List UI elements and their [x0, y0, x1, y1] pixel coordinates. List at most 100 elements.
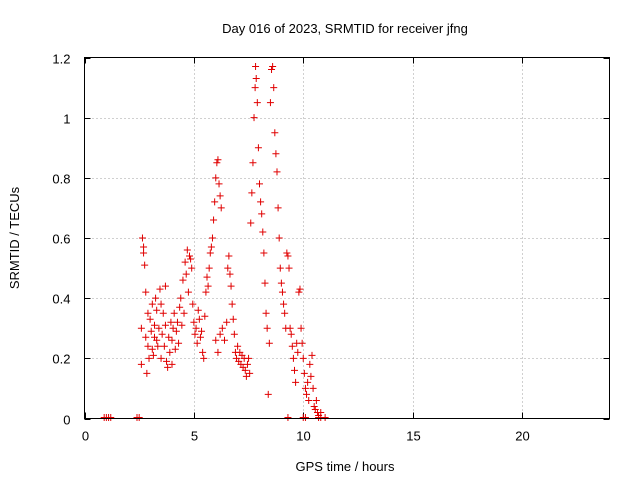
chart-title: Day 016 of 2023, SRMTID for receiver jfn… [222, 21, 468, 36]
data-point [175, 339, 183, 347]
data-point [288, 342, 296, 350]
data-point [135, 414, 143, 421]
data-point [168, 360, 176, 368]
data-point [274, 204, 282, 212]
y-tick-label: 0.8 [52, 172, 70, 187]
data-point [177, 294, 185, 302]
data-point [296, 285, 304, 293]
data-point [144, 342, 152, 350]
data-point [226, 270, 234, 278]
data-point [280, 300, 288, 308]
data-point [204, 282, 212, 290]
data-point [217, 204, 225, 212]
data-point [227, 282, 235, 290]
data-point [270, 84, 278, 92]
data-point [281, 309, 289, 317]
x-tick-label: 5 [191, 429, 198, 444]
data-point [165, 333, 173, 341]
data-point [107, 414, 115, 421]
data-point [156, 285, 164, 293]
data-point [157, 354, 165, 362]
data-point [301, 384, 309, 392]
data-point [271, 129, 279, 137]
data-point [216, 192, 224, 200]
x-tick-label: 0 [82, 429, 89, 444]
data-point [140, 243, 148, 251]
y-tick-label: 0.6 [52, 232, 70, 247]
data-point [138, 234, 146, 242]
data-point [142, 333, 150, 341]
data-point [256, 180, 263, 188]
data-point [161, 282, 169, 290]
data-point [188, 264, 196, 272]
data-point [299, 354, 307, 362]
data-point [265, 339, 273, 347]
data-point [221, 336, 228, 344]
data-point [206, 249, 214, 257]
data-point [184, 288, 192, 296]
data-point [254, 144, 262, 152]
data-point [176, 303, 184, 311]
data-point [298, 339, 306, 347]
data-point [214, 156, 222, 164]
data-point [297, 324, 305, 332]
data-point [208, 234, 216, 242]
data-point [309, 384, 317, 392]
data-point [285, 264, 293, 272]
data-point [218, 324, 226, 332]
data-point [159, 309, 167, 317]
data-point [191, 330, 199, 338]
data-point [199, 348, 207, 356]
data-point [304, 378, 312, 386]
data-point [203, 273, 211, 281]
data-point [192, 324, 200, 332]
data-point [148, 345, 156, 353]
x-axis-label: GPS time / hours [296, 459, 395, 474]
data-point [251, 84, 259, 92]
data-point [168, 336, 176, 344]
data-point [212, 174, 220, 182]
data-point [152, 294, 160, 302]
data-point [275, 234, 283, 242]
data-point [147, 327, 155, 335]
data-point [300, 369, 308, 377]
data-point [258, 210, 266, 218]
data-point [148, 300, 156, 308]
data-point [167, 318, 175, 326]
data-point [273, 168, 281, 176]
data-point [289, 354, 297, 362]
data-point [141, 261, 149, 269]
data-point [157, 300, 165, 308]
data-point [268, 66, 276, 74]
data-point [145, 354, 153, 362]
data-point [189, 300, 197, 308]
data-point [146, 315, 154, 323]
data-point [214, 348, 222, 356]
y-tick-label: 0 [63, 413, 70, 428]
data-point [210, 216, 218, 224]
data-point [205, 264, 213, 272]
data-point [272, 150, 280, 158]
data-point [158, 330, 166, 338]
data-point [257, 198, 265, 206]
data-point [276, 264, 284, 272]
data-point [144, 309, 152, 317]
y-tick-label: 0.2 [52, 352, 70, 367]
data-point [195, 315, 203, 323]
data-point [228, 300, 236, 308]
data-point [241, 366, 249, 374]
data-point [306, 360, 314, 368]
data-point [201, 312, 209, 320]
data-point [187, 255, 195, 263]
data-point [260, 249, 268, 257]
data-point [234, 342, 242, 350]
data-point [252, 63, 260, 71]
data-point [312, 396, 320, 404]
data-point [284, 252, 292, 260]
data-point [183, 246, 191, 254]
data-point [291, 366, 298, 374]
data-point [266, 99, 274, 107]
data-point [140, 249, 148, 257]
data-point [137, 324, 145, 332]
data-point [207, 243, 215, 251]
